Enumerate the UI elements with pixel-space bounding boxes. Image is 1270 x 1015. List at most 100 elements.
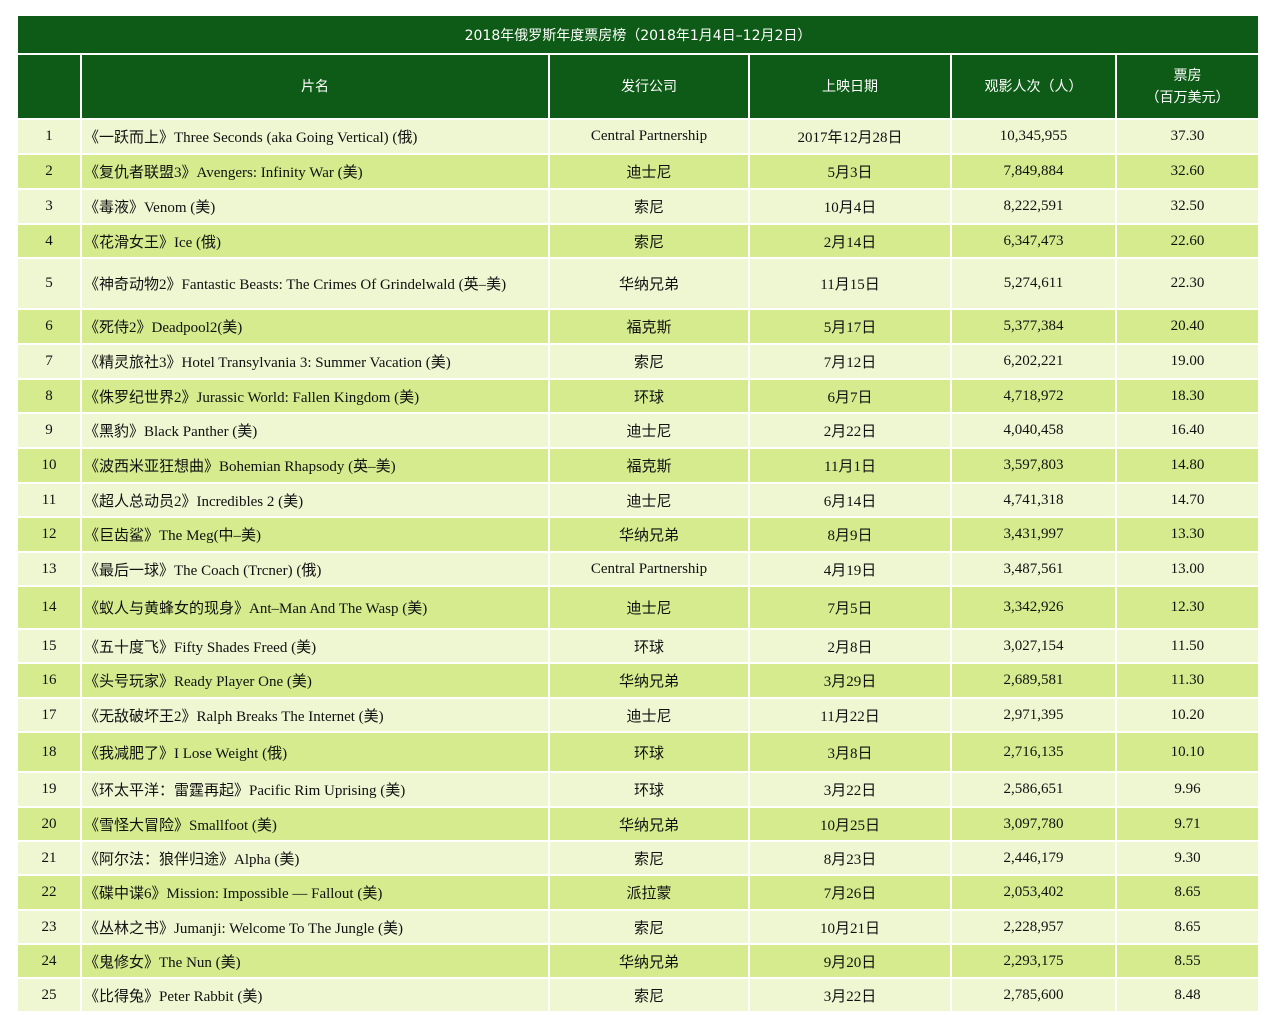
admissions-cell: 4,718,972 bbox=[952, 380, 1115, 412]
admissions-cell: 3,027,154 bbox=[952, 630, 1115, 662]
rank-cell: 18 bbox=[18, 733, 80, 771]
table-row: 8 《侏罗纪世界2》Jurassic World: Fallen Kingdom … bbox=[18, 380, 1258, 412]
film-cell: 《我减肥了》I Lose Weight (俄) bbox=[82, 733, 548, 771]
company-cell: 华纳兄弟 bbox=[550, 664, 748, 697]
rank-cell: 23 bbox=[18, 911, 80, 943]
release-date-cell: 7月5日 bbox=[750, 587, 950, 628]
rank-cell: 14 bbox=[18, 587, 80, 628]
admissions-cell: 3,597,803 bbox=[952, 449, 1115, 482]
admissions-cell: 2,971,395 bbox=[952, 699, 1115, 731]
header-cell: 片名 bbox=[82, 55, 548, 118]
box-office-cell: 19.00 bbox=[1117, 345, 1258, 378]
table-row: 25 《比得兔》Peter Rabbit (美) 索尼 3月22日 2,785,600 8… bbox=[18, 979, 1258, 1011]
table-row: 13 《最后一球》The Coach (Trcner) (俄) Central Pa… bbox=[18, 553, 1258, 585]
company-cell: 环球 bbox=[550, 630, 748, 662]
release-date-cell: 7月26日 bbox=[750, 876, 950, 909]
rank-cell: 9 bbox=[18, 414, 80, 447]
box-office-cell: 14.80 bbox=[1117, 449, 1258, 482]
release-date-cell: 5月17日 bbox=[750, 310, 950, 343]
film-cell: 《毒液》Venom (美) bbox=[82, 190, 548, 223]
release-date-cell: 10月21日 bbox=[750, 911, 950, 943]
box-office-table: 2018年俄罗斯年度票房榜（2018年1月4日–12月2日） 片名 发行公司 上… bbox=[16, 14, 1260, 1013]
box-office-cell: 22.60 bbox=[1117, 225, 1258, 257]
box-office-cell: 32.50 bbox=[1117, 190, 1258, 223]
table-row: 23 《丛林之书》Jumanji: Welcome To The Jungle (… bbox=[18, 911, 1258, 943]
company-cell: 环球 bbox=[550, 380, 748, 412]
box-office-cell: 8.65 bbox=[1117, 911, 1258, 943]
company-cell: 环球 bbox=[550, 733, 748, 771]
film-cell: 《侏罗纪世界2》Jurassic World: Fallen Kingdom (… bbox=[82, 380, 548, 412]
box-office-cell: 9.71 bbox=[1117, 808, 1258, 840]
rank-cell: 10 bbox=[18, 449, 80, 482]
rank-cell: 4 bbox=[18, 225, 80, 257]
film-cell: 《花滑女王》Ice (俄) bbox=[82, 225, 548, 257]
company-cell: 迪士尼 bbox=[550, 587, 748, 628]
film-cell: 《丛林之书》Jumanji: Welcome To The Jungle (美) bbox=[82, 911, 548, 943]
table-row: 20 《雪怪大冒险》Smallfoot (美) 华纳兄弟 10月25日 3,097,78… bbox=[18, 808, 1258, 840]
film-cell: 《最后一球》The Coach (Trcner) (俄) bbox=[82, 553, 548, 585]
rank-cell: 8 bbox=[18, 380, 80, 412]
company-cell: 迪士尼 bbox=[550, 484, 748, 516]
release-date-cell: 3月22日 bbox=[750, 979, 950, 1011]
box-office-cell: 8.65 bbox=[1117, 876, 1258, 909]
rank-cell: 3 bbox=[18, 190, 80, 223]
admissions-cell: 10,345,955 bbox=[952, 120, 1115, 153]
company-cell: 华纳兄弟 bbox=[550, 518, 748, 551]
table-row: 1 《一跃而上》Three Seconds (aka Going Vertical… bbox=[18, 120, 1258, 153]
table-title: 2018年俄罗斯年度票房榜（2018年1月4日–12月2日） bbox=[18, 16, 1258, 53]
admissions-cell: 3,097,780 bbox=[952, 808, 1115, 840]
admissions-cell: 4,040,458 bbox=[952, 414, 1115, 447]
release-date-cell: 6月7日 bbox=[750, 380, 950, 412]
film-cell: 《头号玩家》Ready Player One (美) bbox=[82, 664, 548, 697]
table-row: 5 《神奇动物2》Fantastic Beasts: The Crimes Of … bbox=[18, 259, 1258, 308]
film-cell: 《五十度飞》Fifty Shades Freed (美) bbox=[82, 630, 548, 662]
company-cell: 索尼 bbox=[550, 225, 748, 257]
rank-cell: 21 bbox=[18, 842, 80, 874]
company-cell: 索尼 bbox=[550, 979, 748, 1011]
admissions-cell: 2,586,651 bbox=[952, 773, 1115, 806]
rank-cell: 19 bbox=[18, 773, 80, 806]
release-date-cell: 5月3日 bbox=[750, 155, 950, 188]
header-cell: 发行公司 bbox=[550, 55, 748, 118]
rank-cell: 25 bbox=[18, 979, 80, 1011]
film-cell: 《黑豹》Black Panther (美) bbox=[82, 414, 548, 447]
film-cell: 《复仇者联盟3》Avengers: Infinity War (美) bbox=[82, 155, 548, 188]
admissions-cell: 2,689,581 bbox=[952, 664, 1115, 697]
rank-cell: 2 bbox=[18, 155, 80, 188]
box-office-cell: 9.96 bbox=[1117, 773, 1258, 806]
company-cell: 迪士尼 bbox=[550, 699, 748, 731]
release-date-cell: 11月22日 bbox=[750, 699, 950, 731]
release-date-cell: 11月1日 bbox=[750, 449, 950, 482]
admissions-cell: 7,849,884 bbox=[952, 155, 1115, 188]
box-office-cell: 13.30 bbox=[1117, 518, 1258, 551]
release-date-cell: 10月4日 bbox=[750, 190, 950, 223]
film-cell: 《碟中谍6》Mission: Impossible — Fallout (美) bbox=[82, 876, 548, 909]
film-cell: 《死侍2》Deadpool2(美) bbox=[82, 310, 548, 343]
table-row: 14 《蚁人与黄蜂女的现身》Ant–Man And The Wasp (美) 迪士尼… bbox=[18, 587, 1258, 628]
rank-cell: 20 bbox=[18, 808, 80, 840]
company-cell: 环球 bbox=[550, 773, 748, 806]
admissions-cell: 8,222,591 bbox=[952, 190, 1115, 223]
film-cell: 《阿尔法：狼伴归途》Alpha (美) bbox=[82, 842, 548, 874]
rank-cell: 17 bbox=[18, 699, 80, 731]
table-row: 11 《超人总动员2》Incredibles 2 (美) 迪士尼 6月14日 4,741… bbox=[18, 484, 1258, 516]
film-cell: 《环太平洋：雷霆再起》Pacific Rim Uprising (美) bbox=[82, 773, 548, 806]
release-date-cell: 9月20日 bbox=[750, 945, 950, 977]
box-office-cell: 8.55 bbox=[1117, 945, 1258, 977]
table-row: 9 《黑豹》Black Panther (美) 迪士尼 2月22日 4,040,458 1… bbox=[18, 414, 1258, 447]
header-line: 票房 bbox=[1173, 67, 1202, 84]
table-row: 21 《阿尔法：狼伴归途》Alpha (美) 索尼 8月23日 2,446,179 9.3… bbox=[18, 842, 1258, 874]
table-row: 12 《巨齿鲨》The Meg(中–美) 华纳兄弟 8月9日 3,431,997 13.3… bbox=[18, 518, 1258, 551]
film-cell: 《无敌破坏王2》Ralph Breaks The Internet (美) bbox=[82, 699, 548, 731]
admissions-cell: 3,342,926 bbox=[952, 587, 1115, 628]
rank-cell: 15 bbox=[18, 630, 80, 662]
table-row: 18 《我减肥了》I Lose Weight (俄) 环球 3月8日 2,716,135… bbox=[18, 733, 1258, 771]
company-cell: 索尼 bbox=[550, 842, 748, 874]
admissions-cell: 5,377,384 bbox=[952, 310, 1115, 343]
table-body: 1 《一跃而上》Three Seconds (aka Going Vertical… bbox=[18, 120, 1258, 1011]
header-cell bbox=[18, 55, 80, 118]
box-office-cell: 8.48 bbox=[1117, 979, 1258, 1011]
admissions-cell: 6,347,473 bbox=[952, 225, 1115, 257]
rank-cell: 13 bbox=[18, 553, 80, 585]
admissions-cell: 2,293,175 bbox=[952, 945, 1115, 977]
